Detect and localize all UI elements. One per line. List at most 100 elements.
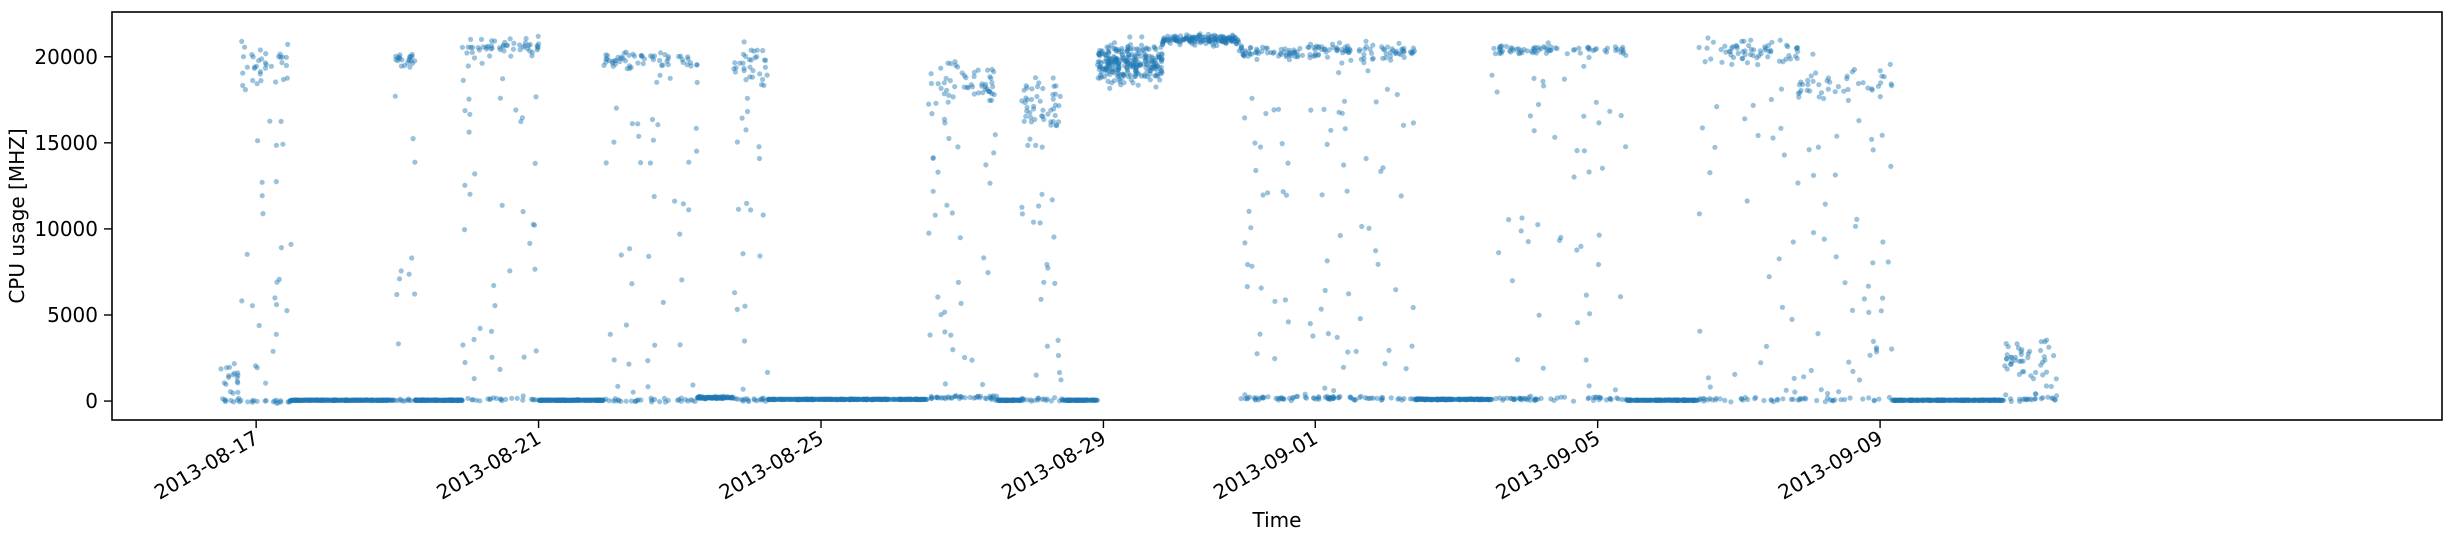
scatter-point <box>569 397 575 403</box>
scatter-point <box>1511 396 1517 402</box>
scatter-point <box>1958 397 1964 403</box>
scatter-point <box>825 396 832 402</box>
scatter-point <box>1644 397 1650 403</box>
scatter-point <box>434 397 440 403</box>
scatter-point <box>420 397 426 403</box>
scatter-point <box>459 397 465 403</box>
scatter-point <box>991 92 997 98</box>
scatter-point <box>703 396 709 402</box>
scatter-point <box>714 395 720 401</box>
scatter-point <box>1225 37 1231 43</box>
scatter-point <box>1965 397 1971 403</box>
scatter-point <box>1230 36 1236 42</box>
scatter-point <box>1885 259 1891 265</box>
scatter-point <box>1987 397 1993 403</box>
scatter-point <box>720 395 727 401</box>
scatter-point <box>685 54 691 60</box>
scatter-point <box>1665 397 1671 403</box>
scatter-point <box>665 56 671 62</box>
scatter-point <box>1065 397 1071 403</box>
scatter-point <box>1334 47 1340 53</box>
scatter-point <box>1032 116 1038 123</box>
scatter-point <box>1613 47 1619 54</box>
x-tick-label: 2013-09-05 <box>1492 426 1605 505</box>
scatter-point <box>603 59 609 65</box>
scatter-point <box>709 394 715 400</box>
scatter-point <box>1656 397 1662 403</box>
scatter-point <box>1011 397 1018 403</box>
scatter-point <box>1229 32 1235 38</box>
scatter-point <box>1188 35 1194 41</box>
scatter-point <box>1144 69 1150 75</box>
scatter-point <box>1755 62 1761 68</box>
scatter-point <box>1192 37 1198 43</box>
scatter-point <box>1662 397 1668 403</box>
scatter-point <box>1620 48 1626 54</box>
scatter-point <box>1603 397 1609 403</box>
scatter-point <box>2024 396 2031 402</box>
scatter-point <box>1702 59 1708 65</box>
scatter-point <box>2049 395 2055 401</box>
scatter-point <box>1926 397 1932 403</box>
scatter-point <box>1082 397 1088 403</box>
scatter-point <box>257 71 263 77</box>
scatter-point <box>1414 396 1420 402</box>
scatter-point <box>1979 397 1985 403</box>
scatter-point <box>946 395 952 401</box>
scatter-point <box>741 65 747 71</box>
scatter-point <box>1050 75 1056 81</box>
scatter-point <box>1279 395 1285 401</box>
scatter-point <box>677 342 683 348</box>
scatter-point <box>553 397 559 403</box>
scatter-point <box>1822 201 1828 207</box>
scatter-point <box>975 393 981 399</box>
scatter-point <box>318 397 324 403</box>
scatter-point <box>1526 394 1532 400</box>
scatter-point <box>1086 397 1092 403</box>
scatter-point <box>599 397 606 403</box>
scatter-point <box>599 397 605 404</box>
scatter-point <box>1414 396 1420 402</box>
scatter-point <box>1634 397 1640 403</box>
scatter-point <box>519 115 526 121</box>
scatter-point <box>824 396 830 402</box>
scatter-point <box>1135 82 1141 88</box>
scatter-point <box>716 395 722 401</box>
scatter-point <box>1264 50 1271 56</box>
scatter-point <box>996 397 1002 403</box>
scatter-point <box>1106 63 1113 69</box>
scatter-point <box>445 397 451 403</box>
scatter-point <box>2023 397 2029 403</box>
scatter-point <box>423 397 429 403</box>
scatter-point <box>1414 396 1421 402</box>
scatter-point <box>1164 37 1170 43</box>
scatter-point <box>816 396 822 402</box>
scatter-point <box>1127 72 1133 78</box>
scatter-point <box>568 397 574 403</box>
scatter-point <box>1992 397 1998 403</box>
scatter-point <box>1485 397 1492 403</box>
scatter-point <box>841 396 848 403</box>
scatter-point <box>1920 397 1926 403</box>
scatter-point <box>1961 397 1967 403</box>
scatter-point <box>1692 397 1698 403</box>
scatter-point <box>1769 397 1775 403</box>
scatter-point <box>454 397 460 403</box>
scatter-point <box>1119 45 1125 52</box>
scatter-point <box>842 396 848 403</box>
scatter-point <box>1935 397 1941 403</box>
scatter-point <box>865 396 871 402</box>
scatter-point <box>1757 48 1763 54</box>
scatter-point <box>759 82 765 88</box>
scatter-point <box>1412 396 1418 402</box>
scatter-point <box>1558 394 1564 400</box>
scatter-point <box>1072 397 1078 403</box>
scatter-point <box>834 397 840 403</box>
scatter-point <box>1343 48 1349 54</box>
scatter-point <box>299 397 305 403</box>
scatter-point <box>1624 397 1630 403</box>
scatter-point <box>1270 50 1276 56</box>
scatter-point <box>562 397 568 403</box>
scatter-point <box>1315 395 1322 401</box>
scatter-point <box>558 397 564 403</box>
